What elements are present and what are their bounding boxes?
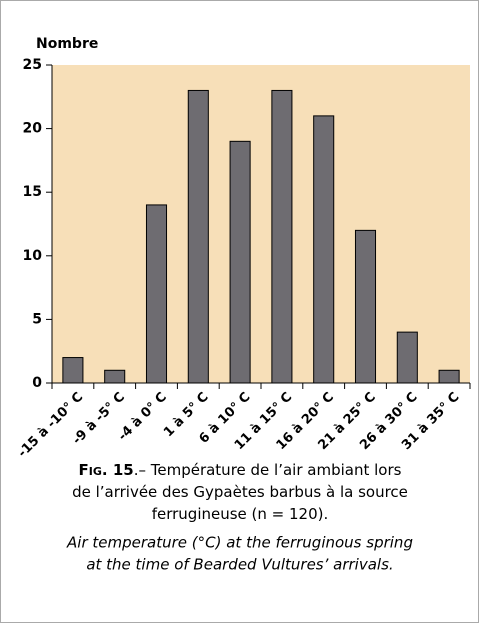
bar: [271, 89, 293, 384]
y-tick-label: 10: [23, 248, 43, 264]
y-axis-label: Nombre: [36, 36, 98, 52]
y-tick-label: 15: [23, 184, 42, 200]
caption-text: ferrugineuse (n = 120).: [152, 505, 329, 523]
bar: [104, 369, 126, 384]
y-tick-label: 0: [32, 375, 42, 391]
caption-line: Fig. 15.– Température de l’air ambiant l…: [79, 461, 402, 479]
bar: [313, 115, 335, 384]
bar: [187, 89, 209, 384]
bar: [229, 140, 251, 384]
bar: [145, 204, 168, 384]
bar: [62, 357, 84, 384]
caption-english: Air temperature (°C) at the ferruginous …: [66, 534, 413, 552]
bar: [438, 369, 460, 384]
caption-line: ferrugineuse (n = 120).: [152, 505, 329, 523]
caption-text: de l’arrivée des Gypaètes barbus à la so…: [72, 483, 408, 501]
caption-english: at the time of Bearded Vultures’ arrival…: [86, 556, 393, 574]
bar: [354, 229, 377, 384]
x-tick-label: -15 à -10° C: [15, 390, 86, 461]
plot-area: [52, 65, 470, 383]
bar: [396, 331, 418, 384]
y-tick-label: 5: [32, 311, 42, 327]
y-tick-label: 20: [23, 121, 43, 137]
caption-line: de l’arrivée des Gypaètes barbus à la so…: [72, 483, 408, 501]
figure-label: Fig. 15: [79, 461, 134, 479]
y-tick-label: 25: [23, 57, 42, 73]
caption-text: .– Température de l’air ambiant lors: [134, 461, 402, 479]
